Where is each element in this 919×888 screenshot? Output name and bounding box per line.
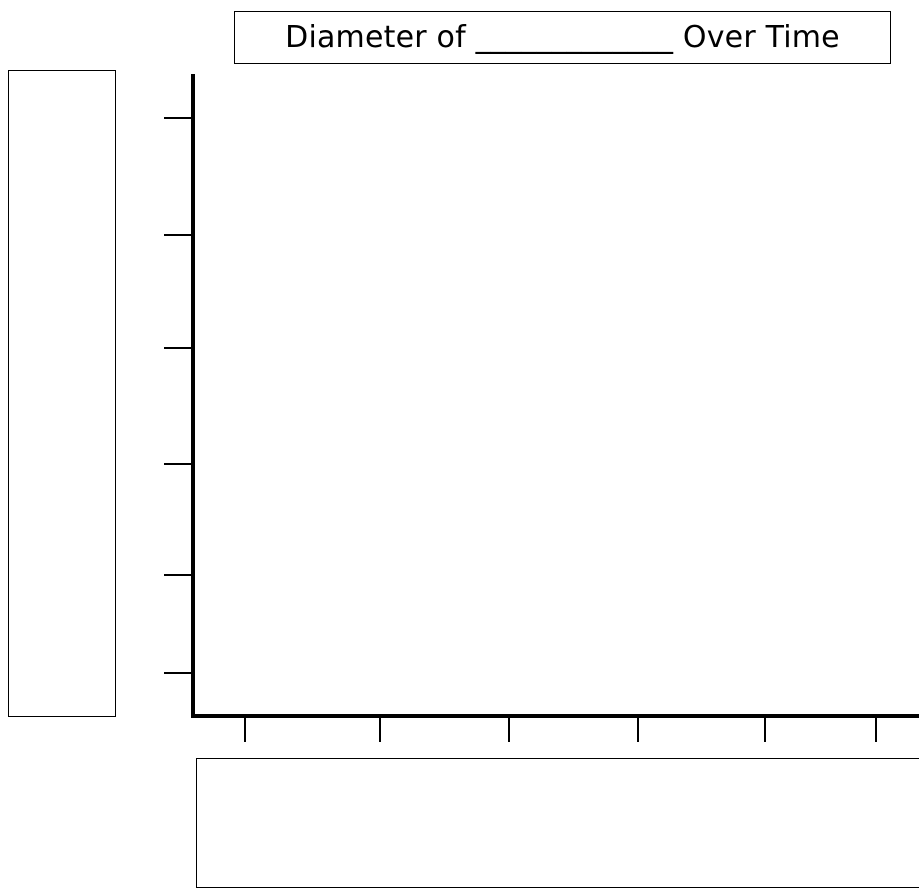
x-axis-label-box (196, 758, 919, 888)
y-axis-label-box (8, 70, 116, 717)
chart-title: Diameter of _____________ Over Time (234, 11, 891, 64)
x-axis-ticks (244, 716, 877, 742)
y-axis-ticks (164, 117, 193, 674)
